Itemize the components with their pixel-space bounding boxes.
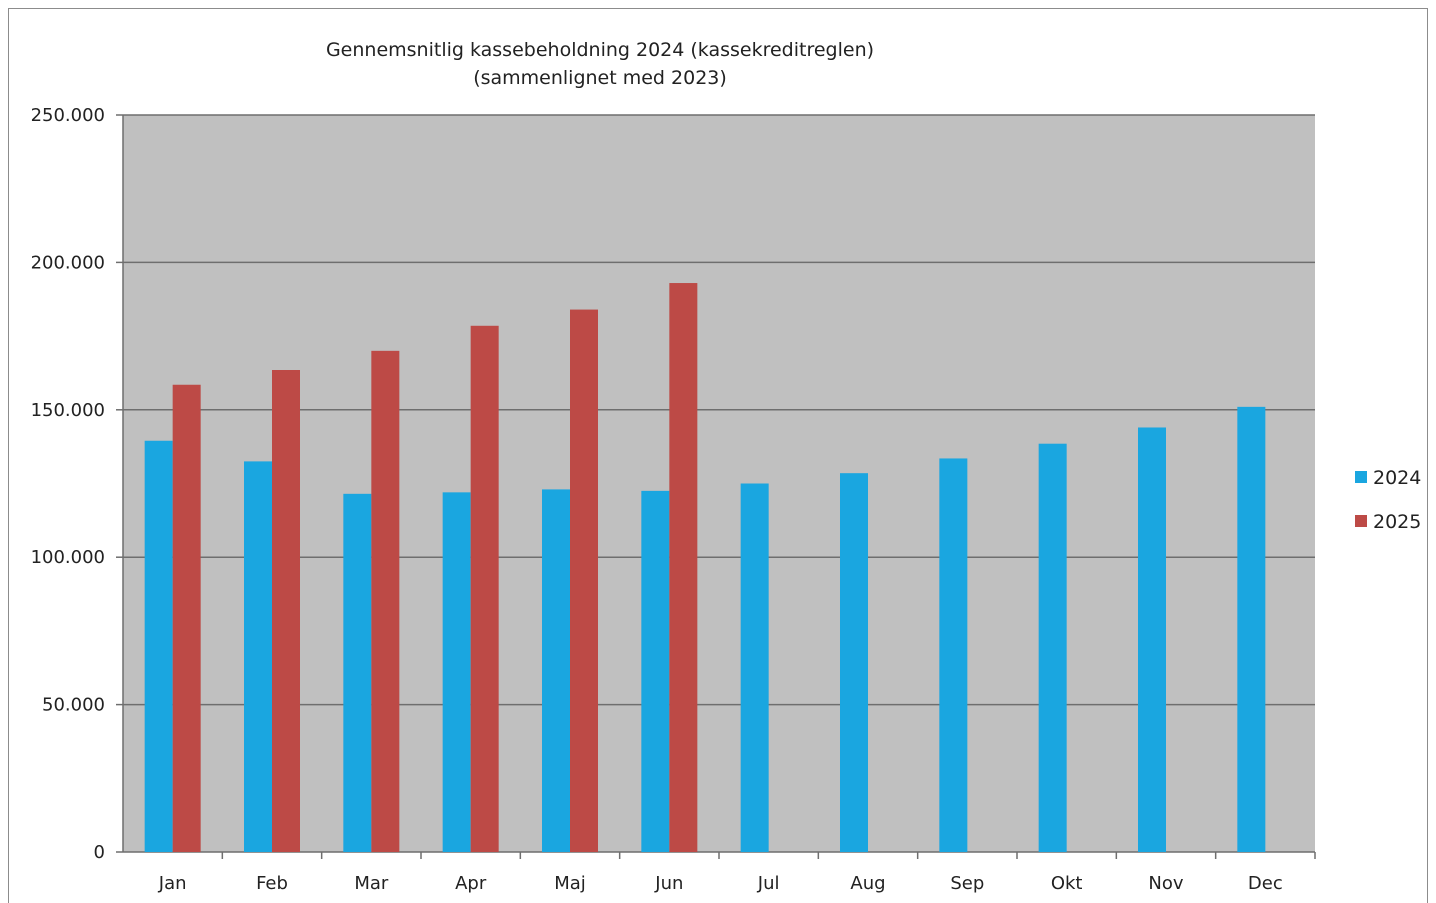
legend-swatch-2025: [1355, 515, 1367, 527]
bar-2024-mar: [343, 493, 372, 852]
bar-2024-okt: [1038, 443, 1067, 852]
bar-2024-aug: [840, 473, 868, 852]
x-tick-label: Jun: [654, 873, 683, 894]
y-tick-label: 100.000: [31, 547, 105, 568]
bar-2025-apr: [470, 325, 499, 853]
x-tick-label: Nov: [1148, 873, 1183, 894]
bar-2024-feb: [244, 461, 272, 852]
bar-2025-jun: [669, 283, 698, 852]
x-tick-label: Feb: [256, 873, 288, 894]
bar-2025-maj: [570, 309, 598, 852]
legend-swatch-2024: [1355, 471, 1367, 483]
bar-2024-sep: [939, 458, 968, 852]
y-tick-label: 200.000: [31, 252, 105, 273]
bar-2024-jul: [740, 483, 769, 852]
x-tick-label: Jul: [757, 873, 780, 894]
bar-2024-apr: [442, 492, 471, 852]
bar-2025-feb: [272, 370, 300, 852]
x-tick-label: Mar: [354, 873, 389, 894]
bar-2025-jan: [172, 384, 201, 852]
bar-2024-jan: [144, 440, 173, 852]
plot-area: [123, 115, 1315, 852]
x-tick-label: Maj: [554, 873, 586, 894]
chart-title: Gennemsnitlig kassebeholdning 2024 (kass…: [325, 39, 875, 61]
x-tick-label: Dec: [1248, 873, 1283, 894]
x-tick-label: Okt: [1051, 873, 1083, 894]
bar-2025-mar: [371, 350, 400, 852]
bar-2024-nov: [1138, 427, 1166, 852]
x-tick-label: Jan: [158, 873, 187, 894]
y-tick-label: 50.000: [42, 695, 105, 716]
x-tick-label: Apr: [455, 873, 487, 894]
chart-subtitle: (sammenlignet med 2023): [473, 67, 727, 89]
bar-2024-dec: [1237, 406, 1266, 852]
bar-2024-maj: [542, 489, 570, 852]
x-tick-label: Aug: [850, 873, 885, 894]
y-tick-label: 250.000: [31, 105, 105, 126]
bar-2024-jun: [641, 490, 670, 852]
y-tick-label: 150.000: [31, 400, 105, 421]
chart-title-block: Gennemsnitlig kassebeholdning 2024 (kass…: [200, 36, 1000, 92]
x-tick-label: Sep: [950, 873, 984, 894]
y-tick-label: 0: [94, 842, 105, 863]
legend-label-2025: 2025: [1373, 511, 1421, 533]
legend-label-2024: 2024: [1373, 467, 1421, 489]
